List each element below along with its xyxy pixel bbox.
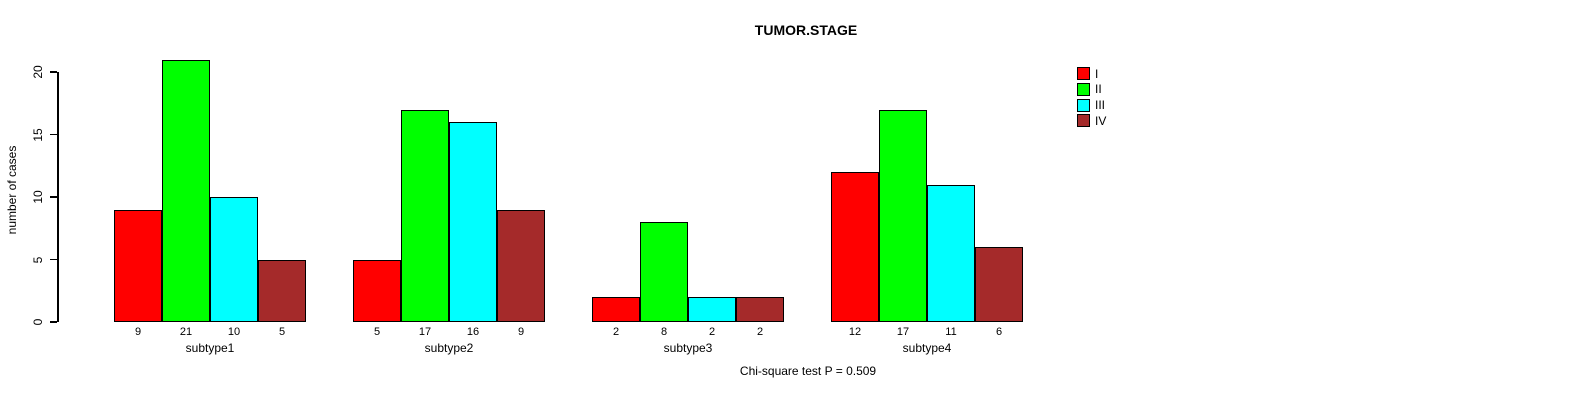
bar-value-label: 10 [227,326,241,338]
y-tick-mark [50,133,57,136]
bar-subtype2-stage-I [353,259,401,322]
y-tick-label: 15 [31,127,45,142]
legend-label-III: III [1095,98,1106,113]
legend-swatch-III [1077,98,1090,112]
bar-subtype2-stage-IV [497,209,545,322]
x-category-label-subtype2: subtype2 [424,341,474,355]
bar-subtype3-stage-IV [736,297,784,322]
y-tick-mark [50,196,57,198]
y-tick-label: 20 [31,65,45,79]
bar-value-label: 12 [848,326,862,338]
bar-subtype2-stage-III [449,122,497,322]
bar-value-label: 9 [134,326,142,338]
bar-value-label: 2 [756,326,764,338]
bar-subtype1-stage-I [114,209,162,322]
bar-value-label: 5 [278,326,286,338]
bar-value-label: 2 [708,326,716,338]
bar-subtype4-stage-II [879,109,927,322]
bar-value-label: 2 [612,326,620,338]
footnote-annotation: Chi-square test P = 0.509 [739,364,877,378]
legend-label-I: I [1095,66,1099,81]
x-category-label-subtype4: subtype4 [902,341,952,355]
y-tick-mark [50,321,57,323]
y-tick-label: 0 [31,318,45,326]
y-tick-mark [50,71,57,73]
y-tick-label: 10 [31,190,45,204]
legend-swatch-II [1077,82,1090,96]
legend-swatch-IV [1077,114,1090,128]
chart-title: TUMOR.STAGE [754,22,858,38]
bar-subtype1-stage-III [210,197,258,322]
y-tick-mark [50,258,57,261]
bar-value-label: 16 [466,326,480,338]
bar-value-label: 17 [896,326,910,338]
legend-label-II: II [1095,82,1102,97]
bar-value-label: 8 [660,326,668,338]
bar-subtype4-stage-III [927,184,975,322]
bar-value-label: 21 [179,326,193,338]
bar-subtype3-stage-III [688,297,736,322]
legend-label-IV: IV [1095,113,1107,128]
bar-value-label: 17 [418,326,432,338]
bar-subtype2-stage-II [401,109,449,322]
y-axis-line [57,72,59,322]
bar-subtype4-stage-I [831,172,879,322]
bar-value-label: 9 [517,326,525,338]
x-category-label-subtype1: subtype1 [185,341,235,355]
bar-value-label: 6 [995,326,1003,338]
bar-subtype3-stage-I [592,297,640,322]
bar-subtype1-stage-IV [258,259,306,322]
bar-value-label: 11 [945,326,957,338]
y-axis-label: number of cases [5,145,19,235]
legend-swatch-I [1077,67,1090,80]
bar-subtype3-stage-II [640,222,688,322]
x-category-label-subtype3: subtype3 [663,341,713,355]
bar-subtype1-stage-II [162,59,210,322]
bar-value-label: 5 [373,326,381,338]
y-tick-label: 5 [31,256,45,263]
bar-subtype4-stage-IV [975,247,1023,322]
